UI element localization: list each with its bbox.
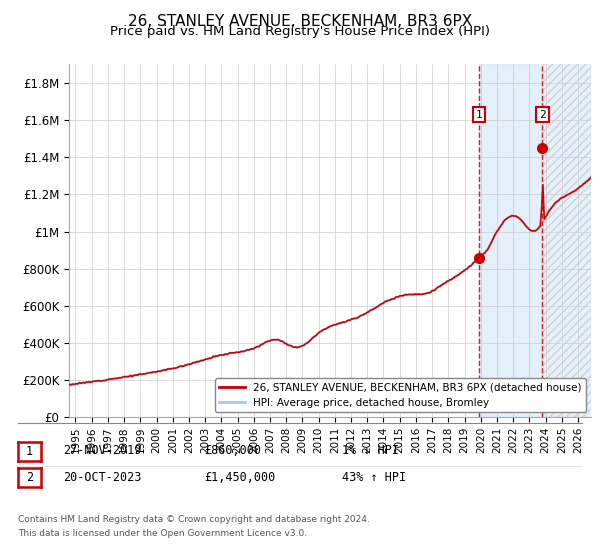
Bar [479,64,542,417]
Text: £1,450,000: £1,450,000 [204,470,275,484]
Legend: 26, STANLEY AVENUE, BECKENHAM, BR3 6PX (detached house), HPI: Average price, det: 26, STANLEY AVENUE, BECKENHAM, BR3 6PX (… [215,379,586,412]
Text: 26, STANLEY AVENUE, BECKENHAM, BR3 6PX: 26, STANLEY AVENUE, BECKENHAM, BR3 6PX [128,14,472,29]
Text: 27-NOV-2019: 27-NOV-2019 [63,444,142,458]
Text: 2: 2 [539,110,546,119]
Text: 43% ↑ HPI: 43% ↑ HPI [342,470,406,484]
Text: Price paid vs. HM Land Registry's House Price Index (HPI): Price paid vs. HM Land Registry's House … [110,25,490,38]
Text: 1% ↓ HPI: 1% ↓ HPI [342,444,399,458]
Text: This data is licensed under the Open Government Licence v3.0.: This data is licensed under the Open Gov… [18,529,307,538]
Text: 2: 2 [26,471,33,484]
Text: 1: 1 [476,110,482,119]
Text: 1: 1 [26,445,33,458]
Text: £860,000: £860,000 [204,444,261,458]
Text: 20-OCT-2023: 20-OCT-2023 [63,470,142,484]
Text: Contains HM Land Registry data © Crown copyright and database right 2024.: Contains HM Land Registry data © Crown c… [18,515,370,524]
Bar [542,64,591,417]
Bar [542,64,591,417]
